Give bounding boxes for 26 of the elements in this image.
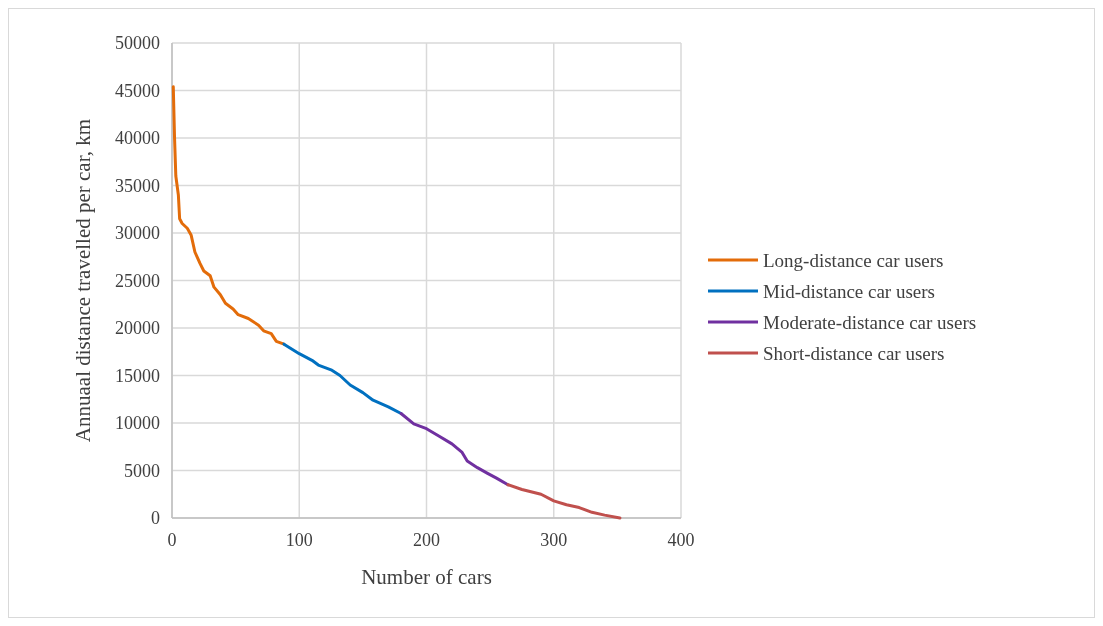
y-tick-label: 40000 xyxy=(115,128,160,149)
y-tick-label: 50000 xyxy=(115,33,160,54)
y-tick-label: 0 xyxy=(151,508,160,529)
line-series xyxy=(399,412,510,487)
y-axis-title: Annuaal distance travelled per car, km xyxy=(71,118,95,443)
x-tick-label: 400 xyxy=(667,530,695,550)
x-tick-label: 0 xyxy=(167,530,177,550)
y-tick-label: 25000 xyxy=(115,270,160,291)
line-series xyxy=(506,483,622,520)
y-tick-label: 20000 xyxy=(115,318,160,339)
x-tick-label: 200 xyxy=(413,530,440,550)
x-tick-label: 300 xyxy=(540,530,568,550)
y-tick-label: 15000 xyxy=(115,365,160,386)
x-tick-label: 100 xyxy=(285,530,313,550)
legend-label: Short-distance car users xyxy=(763,342,945,364)
legend-label: Moderate-distance car users xyxy=(763,311,977,333)
legend-label: Long-distance car users xyxy=(763,249,944,271)
y-tick-label: 35000 xyxy=(115,175,160,196)
legend-label: Mid-distance car users xyxy=(763,280,935,302)
y-tick-label: 30000 xyxy=(115,223,160,244)
y-tick-label: 5000 xyxy=(124,460,160,481)
x-axis-title: Number of cars xyxy=(361,565,492,589)
y-tick-label: 45000 xyxy=(115,80,160,101)
y-tick-label: 10000 xyxy=(115,413,160,434)
line-series xyxy=(282,342,403,415)
line-series xyxy=(171,85,286,346)
